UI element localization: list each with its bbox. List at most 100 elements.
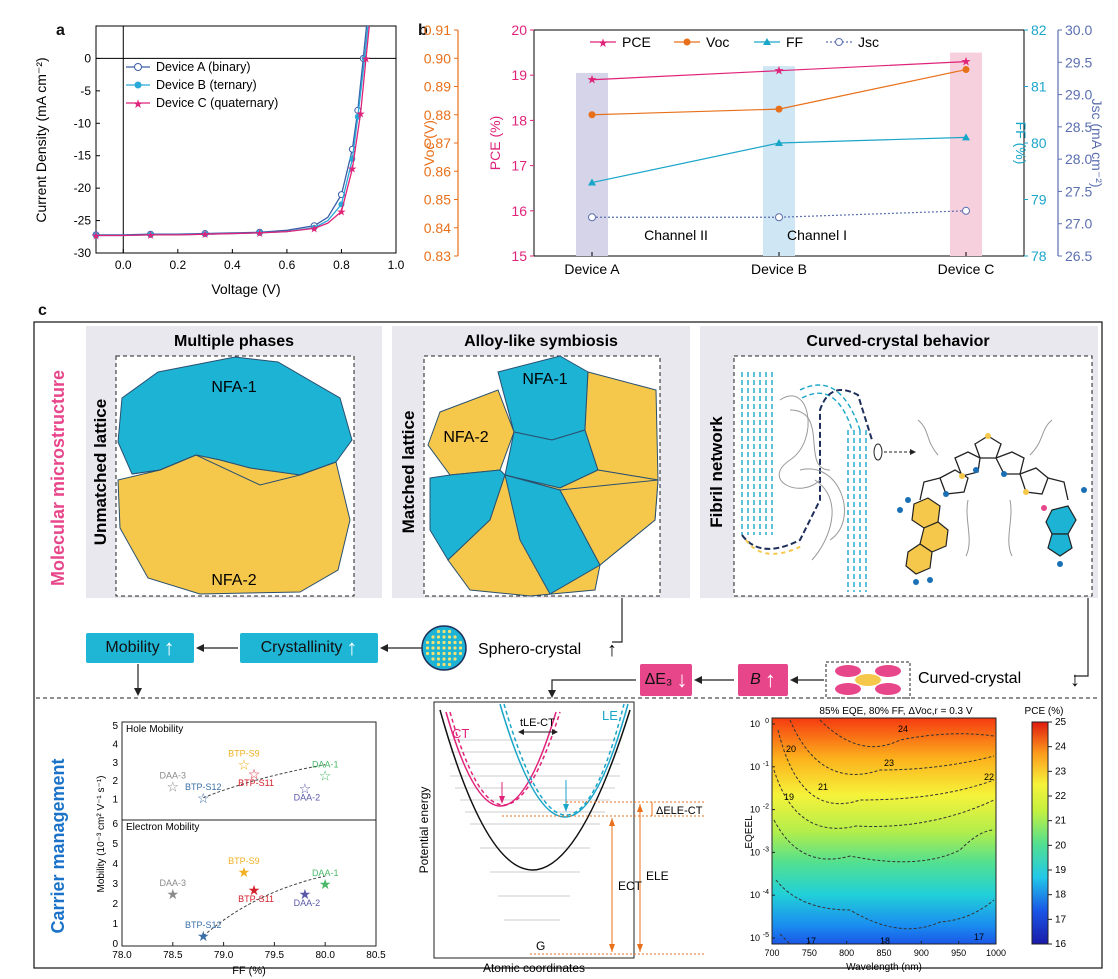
mob-electron-ytick: 5	[112, 839, 118, 850]
legend-marker-b	[134, 81, 142, 89]
box2-nfa1-label: NFA-1	[522, 371, 567, 388]
sphero-dot	[453, 646, 457, 650]
heat-ytick-label: 10	[750, 933, 760, 943]
jv-xtick-label: 0.8	[333, 258, 350, 272]
jv-plot-frame	[95, 25, 397, 254]
delta-le-ct-label: ΔELE-CT	[656, 805, 703, 817]
mob-hole-ytick: 2	[112, 776, 118, 787]
voc-tick-label: 0.83	[424, 248, 451, 264]
ff-point	[588, 178, 596, 186]
hole-point-label: DAA-2	[294, 793, 321, 803]
sphero-crystal-dots	[425, 629, 463, 667]
voc-tick-label: 0.84	[424, 220, 451, 236]
b-box: B ↑	[738, 664, 788, 696]
legend-jsc: Jsc	[858, 34, 879, 50]
mob-xtick-label: 79.0	[214, 950, 234, 961]
electron-point: ★	[238, 864, 251, 880]
jsc-tick-label: 26.5	[1065, 248, 1092, 264]
jv-chart: 0.0 0.2 0.4 0.6 0.8 1.00-5-10-15-20-25-30 ★ ★ ★…	[33, 25, 405, 297]
ct-label: CT	[452, 726, 469, 741]
heat-ytick-label: 10	[750, 719, 760, 729]
ele-label: ELE	[646, 869, 669, 883]
mob-xtick-label: 78.0	[112, 950, 132, 961]
ff-tick-label: 80	[1031, 135, 1047, 151]
heteroatoms	[897, 433, 1087, 585]
mob-electron-ytick: 0	[112, 939, 118, 950]
sphero-dot	[442, 646, 446, 650]
jsc-tick-label: 29.0	[1065, 87, 1092, 103]
ff-tick-label: 81	[1031, 79, 1047, 95]
jsc-tick-label: 27.0	[1065, 216, 1092, 232]
sphero-dot	[447, 629, 452, 634]
hole-point-label: BTP-S9	[228, 749, 260, 759]
mob-xtick-label: 79.5	[265, 950, 285, 961]
sphero-dot	[436, 635, 441, 639]
pce-tick-label: 15	[511, 248, 527, 264]
heat-xtick-label: 700	[764, 948, 779, 958]
jsc-point	[962, 206, 970, 215]
jv-xlabel: Voltage (V)	[211, 281, 280, 297]
heat-ytick-exp: -3	[763, 846, 769, 853]
metrics-xtick-label: Device B	[751, 261, 807, 277]
jv-ytick-label: -30	[74, 246, 92, 260]
ect-label: ECT	[618, 879, 643, 893]
device-shade-1	[763, 66, 795, 256]
box3-side-label: Fibril network	[707, 416, 726, 528]
pce-tick-label: 17	[511, 158, 527, 174]
jv-axes: 0.0 0.2 0.4 0.6 0.8 1.0 0 -5 -10 -15 -20 -25 -30	[74, 26, 405, 272]
hole-point: ☆	[299, 781, 312, 797]
zoom-circle	[873, 443, 883, 461]
pce-point: ★	[587, 73, 598, 87]
legend-pce: PCE	[622, 34, 651, 50]
jv-point: ★	[255, 228, 265, 240]
heatmap-title: 85% EQE, 80% FF, ΔVoc,r = 0.3 V	[819, 706, 972, 717]
electron-point: ★	[197, 928, 210, 944]
colorbar-ticks: 16 17 18 19 20 21 22 23 24 25	[1048, 717, 1067, 950]
sphero-dot	[436, 629, 441, 634]
sphero-dot	[453, 657, 457, 661]
sphero-dot	[447, 651, 452, 656]
box1-nfa2-label: NFA-2	[211, 572, 256, 589]
le-curve	[499, 703, 629, 818]
legend-marker-c: ★	[133, 97, 144, 111]
ff-point	[775, 139, 783, 146]
heatmap-contours	[773, 719, 995, 945]
electron-point: ★	[167, 886, 180, 902]
heat-ytick-label: 10	[750, 762, 760, 772]
metrics-xtick-label: Device A	[564, 261, 620, 277]
pce-tick-label: 16	[511, 203, 527, 219]
metrics-legend: ★ PCE Voc FF Jsc	[590, 34, 879, 50]
sphero-dot	[453, 640, 457, 645]
electron-point-label: DAA-3	[160, 878, 187, 888]
electron-point: ★	[248, 882, 261, 898]
heat-ytick-exp: -1	[763, 761, 769, 768]
voc-point	[962, 66, 970, 74]
jv-point: ★	[91, 230, 101, 242]
le-label: LE	[602, 708, 618, 723]
legend-voc: Voc	[706, 34, 729, 50]
sphero-dot	[436, 651, 441, 656]
metrics-axes: Device A Device B Device C 0.83 0.84 0.85 0.86…	[424, 22, 1093, 277]
electron-point-label: DAA-1	[312, 868, 339, 878]
box2-title: Alloy-like symbiosis	[464, 333, 618, 350]
mobility-points: ☆DAA-3☆BTP-S12☆BTP-S9☆BTP-S11 ☆DAA-2☆DAA-…	[160, 749, 339, 944]
jsc-point	[588, 213, 596, 222]
heat-xtick-label: 800	[839, 948, 854, 958]
mobility-ylabel: Mobility (10⁻³ cm² V⁻¹ s⁻¹)	[96, 776, 107, 893]
contour-24: 24	[898, 724, 908, 734]
jv-point: ★	[361, 53, 371, 65]
jv-ytick-label: -25	[74, 214, 92, 228]
delta-e3-down-arrow: ↓	[676, 667, 688, 692]
sphero-dot	[442, 657, 446, 661]
jv-line-extension-1	[363, 25, 369, 59]
cbar-tick-label: 22	[1055, 791, 1067, 802]
heat-xtick-label: 850	[876, 948, 891, 958]
jv-xtick-label: 1.0	[388, 258, 405, 272]
mob-hole-ytick: 4	[112, 739, 118, 750]
energy-xlabel: Atomic coordinates	[483, 961, 585, 975]
contour-17-left: 17	[806, 936, 816, 946]
voc-point	[775, 105, 783, 113]
jsc-tick-label: 28.5	[1065, 119, 1092, 135]
mobility-xlabel: FF (%)	[232, 965, 266, 977]
mob-xtick-label: 80.5	[366, 950, 386, 961]
